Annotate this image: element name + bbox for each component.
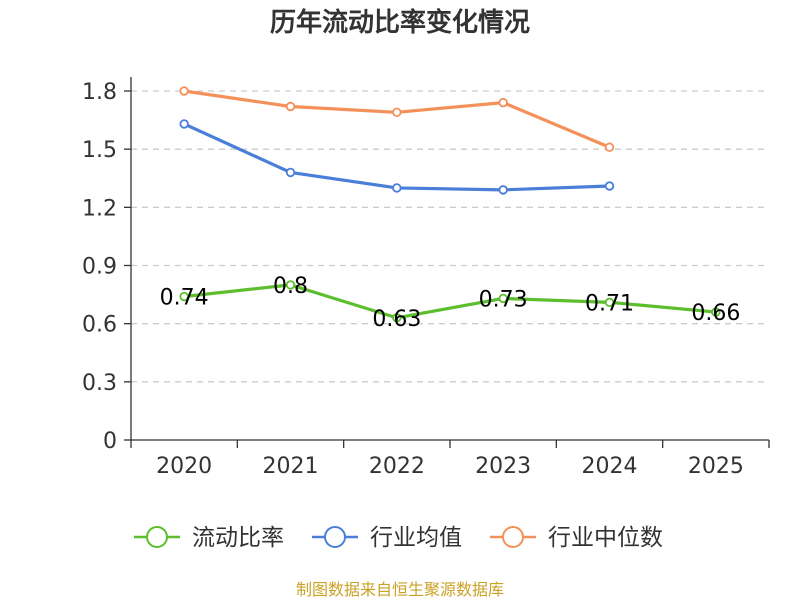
series-3-point xyxy=(179,86,189,96)
data-label: 0.8 xyxy=(273,274,308,299)
y-axis-ticks: 0 0.3 0.6 0.9 1.2 1.5 1.8 xyxy=(82,80,131,454)
axes xyxy=(130,77,769,441)
series-3-point xyxy=(285,101,296,112)
x-tick-label: 2021 xyxy=(263,454,319,479)
series-layer xyxy=(179,86,721,323)
series-1-point xyxy=(604,297,615,308)
series-1-point xyxy=(392,313,402,323)
legend-item-2[interactable]: 行业均值 xyxy=(312,525,462,551)
legend-marker-icon xyxy=(324,526,346,548)
y-tick-label: 1.8 xyxy=(82,80,117,105)
series-line-1 xyxy=(183,283,716,320)
y-tick-label: 1.2 xyxy=(82,196,117,221)
series-line-3 xyxy=(183,89,611,149)
legend-label: 行业中位数 xyxy=(548,525,663,551)
series-2-point xyxy=(179,119,189,129)
series-1-point xyxy=(285,280,296,290)
y-tick-label: 0.3 xyxy=(82,371,117,396)
legend-label: 流动比率 xyxy=(192,525,284,551)
legend[interactable]: 流动比率 行业均值 行业中位数 xyxy=(134,525,663,551)
x-tick-label: 2020 xyxy=(156,454,212,479)
series-line-2 xyxy=(183,122,610,192)
series-3-point xyxy=(604,142,615,152)
legend-item-1[interactable]: 流动比率 xyxy=(134,525,284,551)
grid-lines xyxy=(131,90,769,383)
series-3-point xyxy=(498,97,508,108)
x-tick-label: 2024 xyxy=(582,454,638,479)
legend-marker-icon xyxy=(502,526,524,548)
legend-marker-icon xyxy=(146,526,168,548)
series-1-point xyxy=(179,291,189,302)
data-source-note: 制图数据来自恒生聚源数据库 xyxy=(296,580,504,599)
x-tick-label: 2023 xyxy=(475,454,531,479)
series-2-point xyxy=(604,181,615,191)
x-tick-label: 2025 xyxy=(688,454,744,479)
series-1-point xyxy=(498,293,508,304)
series-2-point xyxy=(498,185,508,195)
data-label: 0.66 xyxy=(691,301,740,326)
x-tick-label: 2022 xyxy=(369,454,425,479)
series-2-point xyxy=(392,183,402,193)
y-tick-label: 0 xyxy=(103,429,117,454)
data-label: 0.73 xyxy=(479,287,528,312)
series-2-point xyxy=(285,167,296,178)
chart-title: 历年流动比率变化情况 xyxy=(270,7,530,38)
x-axis-ticks: 2020 2021 2022 2023 2024 2025 xyxy=(130,440,770,479)
series-1-point xyxy=(711,307,721,317)
y-tick-label: 0.6 xyxy=(82,313,117,338)
y-tick-label: 0.9 xyxy=(82,255,117,280)
legend-label: 行业均值 xyxy=(370,525,462,551)
series-3-point xyxy=(392,107,402,118)
legend-item-3[interactable]: 行业中位数 xyxy=(490,525,663,551)
data-labels: 0.74 0.8 0.63 0.73 0.71 0.66 xyxy=(160,274,741,332)
data-label: 0.63 xyxy=(372,307,421,332)
data-label: 0.71 xyxy=(585,291,634,316)
y-tick-label: 1.5 xyxy=(82,138,117,163)
data-label: 0.74 xyxy=(160,286,209,311)
